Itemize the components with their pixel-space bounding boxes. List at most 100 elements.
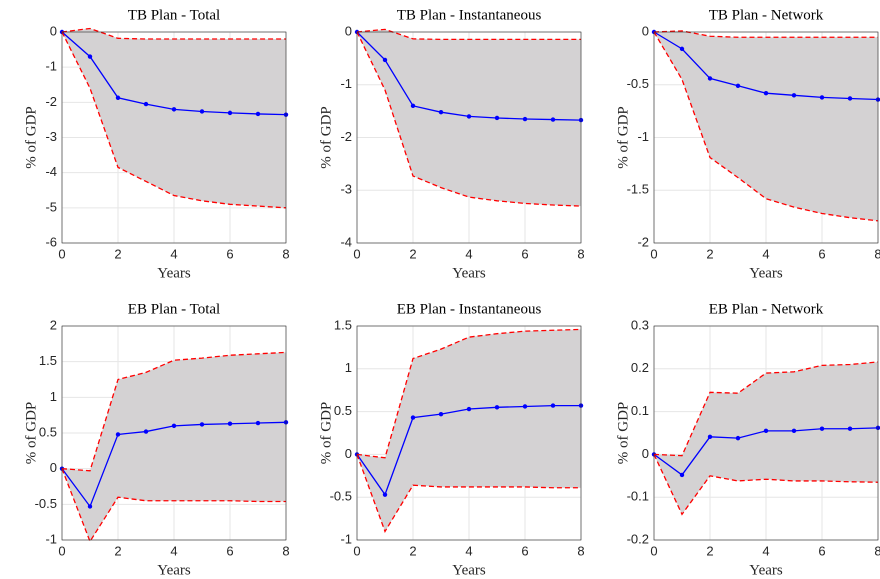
x-axis-label: Years — [749, 265, 783, 281]
y-tick-label: -1.5 — [627, 182, 649, 197]
series-line — [653, 361, 879, 457]
data-point — [735, 435, 741, 441]
chart-title: EB Plan - Instantaneous — [397, 301, 542, 317]
plot-frame — [61, 31, 287, 244]
series-line — [356, 454, 581, 533]
y-tick-label: -3 — [45, 129, 57, 144]
plot-frame — [356, 31, 582, 244]
y-tick-label: 0 — [642, 23, 649, 38]
x-tick-label: 8 — [874, 246, 880, 261]
data-point — [382, 57, 388, 63]
data-point — [382, 492, 388, 497]
x-tick-label: 8 — [577, 543, 584, 558]
y-axis-label: % of GDP — [615, 106, 631, 169]
data-point — [791, 93, 797, 98]
y-tick-label: 1 — [345, 360, 352, 375]
x-tick-label: 0 — [353, 246, 360, 261]
x-tick-label: 0 — [650, 543, 657, 558]
subplot: -1 -0.5 0 0.5 1 1.5 0 2 4 6 8 EB Plan - Instantaneo… — [318, 301, 584, 578]
x-tick-label: 6 — [521, 246, 528, 261]
series-line — [61, 31, 287, 209]
y-tick-label: 0 — [345, 446, 352, 461]
plot-frame — [356, 325, 582, 541]
data-point — [679, 472, 685, 478]
chart-title: EB Plan - Total — [128, 301, 220, 317]
x-tick-label: 4 — [465, 543, 472, 558]
x-tick-label: 6 — [818, 543, 825, 558]
x-tick-label: 6 — [226, 246, 233, 261]
data-point — [255, 420, 261, 426]
x-axis-label: Years — [157, 265, 191, 281]
subplot: -2 -1.5 -1 -0.5 0 0 2 4 6 8 TB Plan - Network Years… — [615, 7, 880, 281]
x-tick-label: 2 — [706, 543, 713, 558]
y-tick-label: 0.3 — [631, 317, 649, 332]
data-point — [438, 109, 444, 115]
y-tick-label: -0.1 — [627, 489, 649, 504]
plot-frame — [653, 31, 879, 244]
data-point — [550, 117, 556, 122]
data-point — [707, 434, 713, 440]
data-point — [707, 76, 713, 81]
data-point — [466, 406, 472, 412]
data-point — [847, 96, 853, 101]
subplot: -6 -5 -4 -3 -2 -1 0 0 2 4 6 8 TB Plan - Total Years % … — [23, 7, 289, 281]
x-tick-label: 2 — [114, 543, 121, 558]
y-tick-label: 0.5 — [334, 403, 352, 418]
y-axis-label: % of GDP — [318, 106, 334, 169]
y-tick-label: -1 — [637, 129, 649, 144]
data-point — [87, 504, 93, 509]
y-tick-label: -5 — [45, 199, 57, 214]
data-point — [763, 428, 769, 434]
data-point — [735, 83, 741, 89]
x-tick-label: 0 — [58, 246, 65, 261]
data-point — [227, 110, 233, 116]
series-line — [356, 31, 582, 207]
x-tick-label: 8 — [577, 246, 584, 261]
data-point — [115, 432, 121, 437]
x-axis-label: Years — [452, 562, 486, 578]
y-tick-label: 0.2 — [631, 360, 649, 375]
y-tick-label: 0 — [345, 23, 352, 38]
x-tick-label: 4 — [762, 543, 769, 558]
series-line — [653, 31, 879, 222]
plot-frame — [653, 325, 879, 541]
series-line — [356, 328, 582, 459]
data-point — [819, 95, 825, 100]
data-point — [522, 116, 528, 122]
chart-title: TB Plan - Instantaneous — [397, 7, 542, 23]
data-point — [87, 54, 93, 59]
data-point — [819, 426, 825, 431]
y-tick-label: -0.2 — [627, 531, 649, 546]
series-line — [653, 30, 878, 38]
data-point — [171, 423, 177, 429]
x-tick-label: 4 — [170, 543, 177, 558]
x-tick-label: 4 — [170, 246, 177, 261]
x-tick-label: 0 — [58, 543, 65, 558]
confidence-band — [357, 329, 581, 532]
y-tick-label: 1.5 — [334, 317, 352, 332]
data-point — [199, 422, 205, 427]
x-axis-label: Years — [452, 265, 486, 281]
data-point — [143, 101, 149, 107]
subplot: -0.2 -0.1 0 0.1 0.2 0.3 0 2 4 6 8 EB Plan - Network… — [615, 301, 880, 578]
x-tick-label: 4 — [465, 246, 472, 261]
x-tick-label: 2 — [114, 246, 121, 261]
data-point — [438, 411, 444, 417]
plot-frame — [61, 325, 287, 541]
y-tick-label: 0 — [50, 460, 57, 475]
x-axis-label: Years — [749, 562, 783, 578]
chart-title: TB Plan - Total — [128, 7, 220, 23]
y-axis-label: % of GDP — [318, 402, 334, 465]
data-point — [679, 46, 685, 52]
y-tick-label: -2 — [637, 234, 649, 249]
y-tick-label: 0 — [642, 446, 649, 461]
data-point — [199, 109, 205, 114]
x-tick-label: 2 — [706, 246, 713, 261]
y-tick-label: 0.5 — [39, 424, 57, 439]
confidence-band — [62, 352, 286, 542]
data-point — [494, 405, 500, 410]
y-tick-label: -4 — [45, 164, 57, 179]
y-tick-label: -3 — [340, 182, 352, 197]
y-axis-label: % of GDP — [23, 402, 39, 465]
subplot: -1 -0.5 0 0.5 1 1.5 2 0 2 4 6 8 EB Plan - Total Years… — [23, 301, 289, 578]
